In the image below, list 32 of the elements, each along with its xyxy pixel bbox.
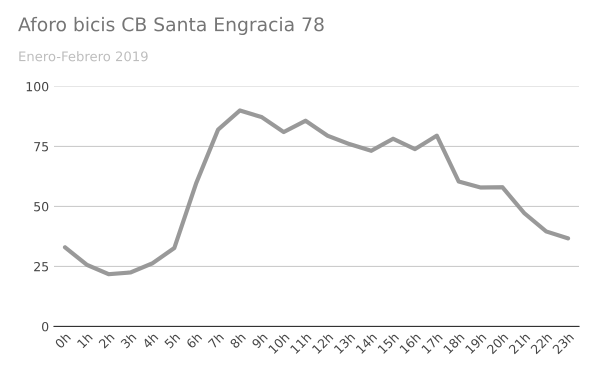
x-tick-label: 23h (552, 332, 574, 354)
x-tick-label: 1h (76, 332, 93, 348)
x-tick-label: 5h (164, 332, 180, 349)
x-tick-label: 0h (54, 332, 72, 349)
x-tick-label: 21h (508, 332, 530, 354)
x-tick-label: 20h (486, 332, 509, 354)
x-tick-label: 22h (530, 332, 552, 354)
x-tick-label: 15h (377, 332, 400, 354)
x-tick-label: 19h (464, 332, 487, 354)
x-tick-label: 16h (399, 332, 422, 354)
y-tick-label: 50 (34, 202, 48, 212)
x-tick-label: 11h (290, 332, 312, 354)
y-tick-label: 100 (26, 82, 48, 92)
x-tick-label: 13h (333, 332, 356, 354)
y-tick-label: 75 (34, 142, 48, 152)
chart-subtitle: Enero-Febrero 2019 (19, 51, 148, 62)
line-series (62, 108, 570, 276)
x-tick-label: 18h (442, 332, 465, 354)
chart-title: Aforo bicis CB Santa Engracia 78 (18, 16, 324, 36)
y-tick-label: 25 (34, 262, 48, 272)
x-tick-label: 9h (251, 332, 268, 349)
x-tick-label: 4h (142, 332, 158, 349)
x-tick-label: 6h (186, 332, 202, 349)
x-tick-label: 8h (229, 332, 246, 349)
y-tick-label: 0 (42, 322, 48, 332)
x-tick-label: 3h (120, 332, 137, 349)
x-tick-label: 7h (208, 332, 224, 349)
x-tick-label: 14h (355, 332, 378, 354)
x-tick-label: 2h (98, 332, 115, 349)
x-tick-label: 17h (420, 332, 443, 354)
x-tick-label: 12h (312, 332, 334, 354)
x-tick-label: 10h (268, 332, 290, 354)
